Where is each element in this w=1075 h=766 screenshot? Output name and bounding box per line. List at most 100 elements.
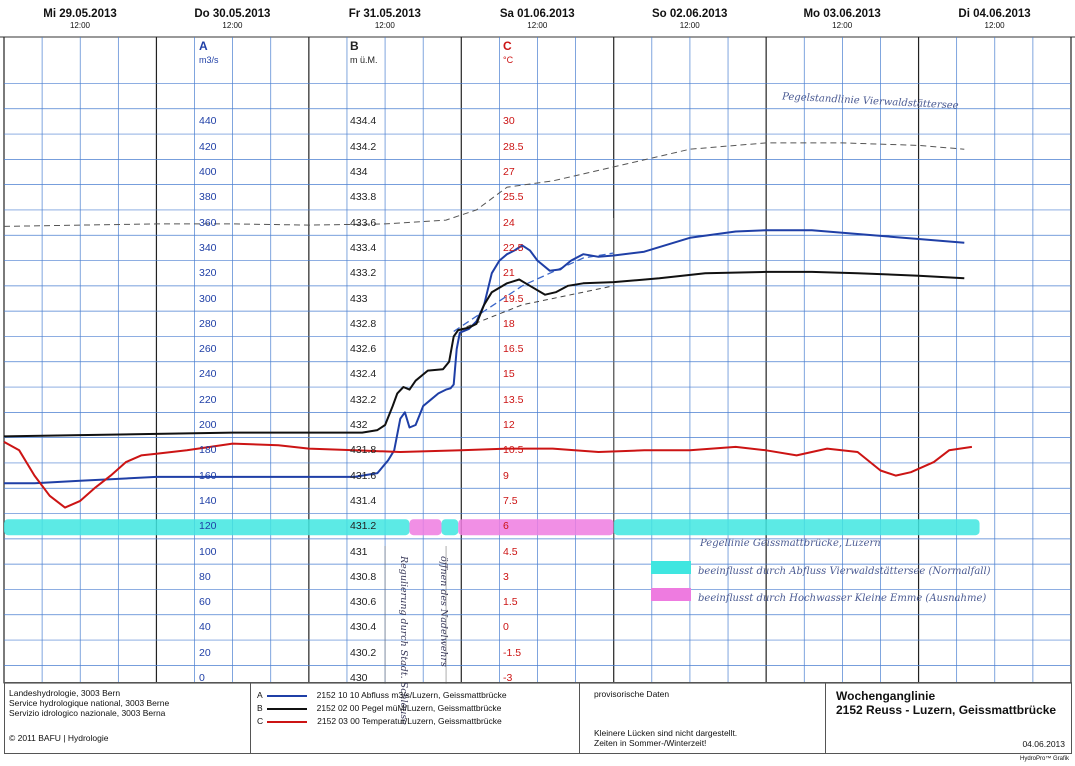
tick-label-c: 30 [503,115,515,128]
tick-label-b: 431 [350,545,368,558]
day-time: 12:00 [984,21,1005,30]
note-gaps: Kleinere Lücken sind nicht dargestellt. [594,728,738,738]
footer-notes: provisorische Daten Kleinere Lücken sind… [580,683,826,753]
swatch-ausnahme [651,588,691,601]
band-segment [613,519,980,536]
tick-label-c: 9 [503,469,509,482]
tick-label-b: 430.8 [350,570,377,583]
axis-letter-c: C [503,39,512,53]
legend-item-a: A 2152 10 10 Abfluss m3/s/Luzern, Geissma… [257,690,507,701]
day-header: Do 30.05.2013 12:00 [156,8,308,31]
tick-label-b: 432.2 [350,393,377,406]
legend-label: 2152 10 10 Abfluss m3/s/Luzern, Geissmat… [316,690,507,700]
tick-label-c: 25.5 [503,191,524,204]
day-time: 12:00 [527,21,548,30]
tick-label-a: 380 [199,191,217,204]
tick-label-b: 433.8 [350,191,377,204]
copyright: © 2011 BAFU | Hydrologie [9,733,109,743]
annotation-nadelwehr: öffnen des Nadelwehrs [438,556,449,667]
note-provisional: provisorische Daten [594,689,670,699]
day-header: Di 04.06.2013 12:00 [919,8,1071,31]
tick-label-c: 6 [503,520,509,533]
day-header: Mi 29.05.2013 12:00 [4,8,156,31]
tick-label-a: 220 [199,393,217,406]
day-time: 12:00 [374,21,395,30]
tick-label-b: 430.4 [350,621,377,634]
axis-letter-a: A [199,39,208,53]
tick-label-b: 433.4 [350,241,377,254]
tick-label-a: 80 [199,570,211,583]
org-line: Servizio idrologico nazionale, 3003 Bern… [9,708,166,718]
tick-label-b: 432.8 [350,317,377,330]
tick-label-c: 16.5 [503,343,524,356]
axis-unit-b: m ü.M. [350,55,378,65]
footer: Landeshydrologie, 3003 Bern Service hydr… [4,682,1072,754]
tick-label-c: 1.5 [503,596,518,609]
tick-label-b: 434.2 [350,140,377,153]
org-line: Landeshydrologie, 3003 Bern [9,688,121,698]
lake-level-line [3,142,965,227]
tick-label-a: 100 [199,545,217,558]
tick-label-a: 400 [199,166,217,178]
legend-item-b: B 2152 02 00 Pegel müM/Luzern, Geissmattb… [257,703,501,714]
day-header: So 02.06.2013 12:00 [614,8,766,31]
day-time: 12:00 [222,21,243,30]
band-segment [409,519,442,536]
day-header: Fr 31.05.2013 12:00 [309,8,461,31]
legend-line-a [266,694,307,697]
tick-label-a: 420 [199,140,217,153]
footer-title: Wochenganglinie [836,689,936,703]
day-header: Mo 03.06.2013 12:00 [766,8,918,31]
tick-label-b: 430 [350,672,368,684]
org-line: Service hydrologique national, 3003 Bern… [9,698,170,708]
tick-label-a: 20 [199,646,211,659]
footer-title-block: Wochenganglinie 2152 Reuss - Luzern, Gei… [826,683,1071,753]
tick-label-a: 440 [199,115,217,128]
tick-label-c: 21 [503,267,515,280]
tick-label-b: 432.6 [350,343,377,356]
tick-label-b: 433.2 [350,267,377,280]
tick-label-a: 160 [199,469,217,482]
day-label: So 02.06.2013 [651,8,728,20]
day-time: 12:00 [69,21,91,30]
tick-label-c: -1.5 [503,646,522,659]
tick-label-c: 15 [503,368,515,381]
tick-label-c: 24 [503,216,515,229]
tick-label-a: 340 [199,241,217,254]
legend-label: 2152 02 00 Pegel müM/Luzern, Geissmattbr… [316,703,502,713]
day-label: Sa 01.06.2013 [499,8,575,20]
tick-label-c: 12 [503,419,515,431]
series-temperature-line [3,441,973,509]
tick-label-c: 22.5 [503,241,524,254]
influence-bands [4,519,980,536]
series-level-line [3,270,965,438]
tick-label-a: 140 [199,494,217,507]
tick-label-a: 300 [199,292,217,305]
tick-label-a: 360 [199,216,217,229]
footer-org: Landeshydrologie, 3003 Bern Service hydr… [5,683,251,753]
tick-label-a: 120 [199,520,217,533]
tick-label-b: 430.6 [350,596,377,609]
band-segment [4,519,410,536]
tick-label-b: 431.8 [350,444,377,457]
day-time: 12:00 [832,21,853,30]
day-label: Do 30.05.2013 [194,8,271,20]
footer-legend: A 2152 10 10 Abfluss m3/s/Luzern, Geissma… [251,683,580,753]
legend-item-c: C 2152 03 00 Temperatur/Luzern, Geissmatt… [257,716,502,727]
day-time: 12:00 [679,21,700,30]
tick-label-a: 40 [199,621,211,634]
tick-label-c: 19.5 [503,292,524,305]
tick-label-c: 28.5 [503,140,524,153]
axis-unit-c: °C [503,55,514,65]
annotation-gauge-line: Pegellinie Geissmattbrücke, Luzern [700,538,881,549]
tick-label-a: 260 [199,343,217,356]
annotation-ausnahme: beeinflusst durch Hochwasser Kleine Emme… [698,593,987,604]
day-header: Sa 01.06.2013 12:00 [461,8,613,31]
band-segment [441,519,459,536]
tick-label-c: 0 [503,621,509,634]
footer-station: 2152 Reuss - Luzern, Geissmattbrücke [836,703,1057,717]
extrapolation-a-line [453,252,614,332]
tick-label-b: 434 [350,166,368,178]
tick-label-c: 13.5 [503,393,524,406]
